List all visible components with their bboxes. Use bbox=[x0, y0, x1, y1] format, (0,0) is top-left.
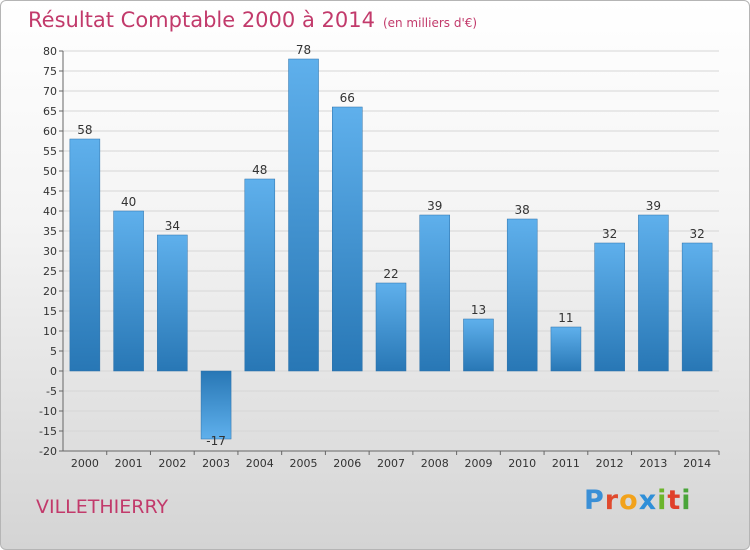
bar-value-label: 39 bbox=[427, 199, 442, 213]
bar-2012 bbox=[594, 242, 625, 372]
y-tick-label: 20 bbox=[43, 285, 57, 298]
x-tick-label: 2002 bbox=[158, 457, 186, 470]
x-tick-label: 2005 bbox=[290, 457, 318, 470]
logo-letter: i bbox=[657, 485, 668, 516]
x-tick-label: 2010 bbox=[508, 457, 536, 470]
y-tick-label: 5 bbox=[50, 345, 57, 358]
y-tick-label: 15 bbox=[43, 305, 57, 318]
x-tick-label: 2009 bbox=[464, 457, 492, 470]
bar-2005 bbox=[288, 58, 319, 372]
y-tick-label: 25 bbox=[43, 265, 57, 278]
bar-value-label: 78 bbox=[296, 43, 311, 57]
y-tick-label: -20 bbox=[39, 445, 57, 458]
y-tick-label: 0 bbox=[50, 365, 57, 378]
proxiti-logo: Proxiti bbox=[584, 485, 692, 516]
bar-2003 bbox=[200, 370, 232, 440]
x-tick-label: 2006 bbox=[333, 457, 361, 470]
x-tick-label: 2001 bbox=[115, 457, 143, 470]
y-tick-label: -15 bbox=[39, 425, 57, 438]
bar-2000 bbox=[69, 138, 101, 372]
bar-value-label: 39 bbox=[646, 199, 661, 213]
logo-letter: P bbox=[584, 485, 605, 516]
x-tick-label: 2003 bbox=[202, 457, 230, 470]
bar-2007 bbox=[375, 282, 407, 372]
x-tick-label: 2012 bbox=[596, 457, 624, 470]
logo-letter: r bbox=[604, 485, 620, 516]
bar-2014 bbox=[681, 242, 713, 372]
x-axis: 2000 2001 2002 2003 2004 2005 2006 2007 2008 2009… bbox=[63, 450, 720, 470]
y-tick-label: 35 bbox=[43, 225, 57, 238]
logo-letter: o bbox=[619, 485, 639, 516]
bar-2004 bbox=[244, 178, 276, 372]
bar-value-label: 48 bbox=[252, 163, 267, 177]
y-tick-label: 55 bbox=[43, 145, 57, 158]
bar-value-label: 13 bbox=[471, 303, 486, 317]
bar-value-label: -17 bbox=[206, 434, 226, 448]
bar-2009 bbox=[463, 318, 494, 372]
bar-2001 bbox=[113, 210, 144, 372]
x-tick-label: 2004 bbox=[246, 457, 274, 470]
bar-2006 bbox=[332, 106, 363, 372]
bar-2008 bbox=[419, 214, 450, 372]
y-tick-label: 10 bbox=[43, 325, 57, 338]
logo-letter: x bbox=[638, 485, 658, 516]
y-tick-label: 40 bbox=[43, 205, 57, 218]
y-tick-label: 30 bbox=[43, 245, 57, 258]
x-tick-label: 2007 bbox=[377, 457, 405, 470]
x-tick-label: 2000 bbox=[71, 457, 99, 470]
y-axis: -20 -15 -10 -5 0 5 10 15 20 25 30 35 40 45 50 55 60 65 70 7… bbox=[39, 45, 64, 458]
bar-value-label: 22 bbox=[383, 267, 398, 281]
y-tick-label: 80 bbox=[43, 45, 57, 58]
y-tick-label: 65 bbox=[43, 105, 57, 118]
x-tick-label: 2014 bbox=[683, 457, 711, 470]
chart-title: Résultat Comptable 2000 à 2014 (en millie… bbox=[28, 8, 477, 32]
y-tick-label: 60 bbox=[43, 125, 57, 138]
bars bbox=[69, 58, 713, 440]
x-tick-label: 2013 bbox=[639, 457, 667, 470]
bar-2011 bbox=[550, 326, 582, 372]
data-labels: 58 40 34 -17 48 78 66 22 39 13 38 11 32 39 32 bbox=[77, 43, 705, 448]
x-tick-label: 2008 bbox=[421, 457, 449, 470]
town-name: VILLETHIERRY bbox=[36, 496, 169, 518]
bar-value-label: 66 bbox=[340, 91, 355, 105]
bar-value-label: 32 bbox=[602, 227, 617, 241]
bar-value-label: 11 bbox=[558, 311, 573, 325]
y-tick-label: 75 bbox=[43, 65, 57, 78]
bar-2002 bbox=[157, 234, 188, 372]
x-tick-label: 2011 bbox=[552, 457, 580, 470]
bar-value-label: 34 bbox=[165, 219, 180, 233]
bar-2010 bbox=[506, 218, 538, 372]
y-tick-label: 50 bbox=[43, 165, 57, 178]
y-tick-label: -10 bbox=[39, 405, 57, 418]
bar-2013 bbox=[638, 214, 669, 372]
bar-value-label: 58 bbox=[77, 123, 92, 137]
title-text: Résultat Comptable 2000 à 2014 bbox=[28, 8, 375, 32]
logo-letter: i bbox=[681, 485, 692, 516]
y-tick-label: -5 bbox=[46, 385, 57, 398]
y-tick-label: 45 bbox=[43, 185, 57, 198]
bar-value-label: 32 bbox=[689, 227, 704, 241]
subtitle-text: (en milliers d'€) bbox=[382, 16, 478, 30]
bar-value-label: 40 bbox=[121, 195, 136, 209]
y-tick-label: 70 bbox=[43, 85, 57, 98]
logo-letter: t bbox=[667, 485, 682, 516]
bar-value-label: 38 bbox=[515, 203, 530, 217]
